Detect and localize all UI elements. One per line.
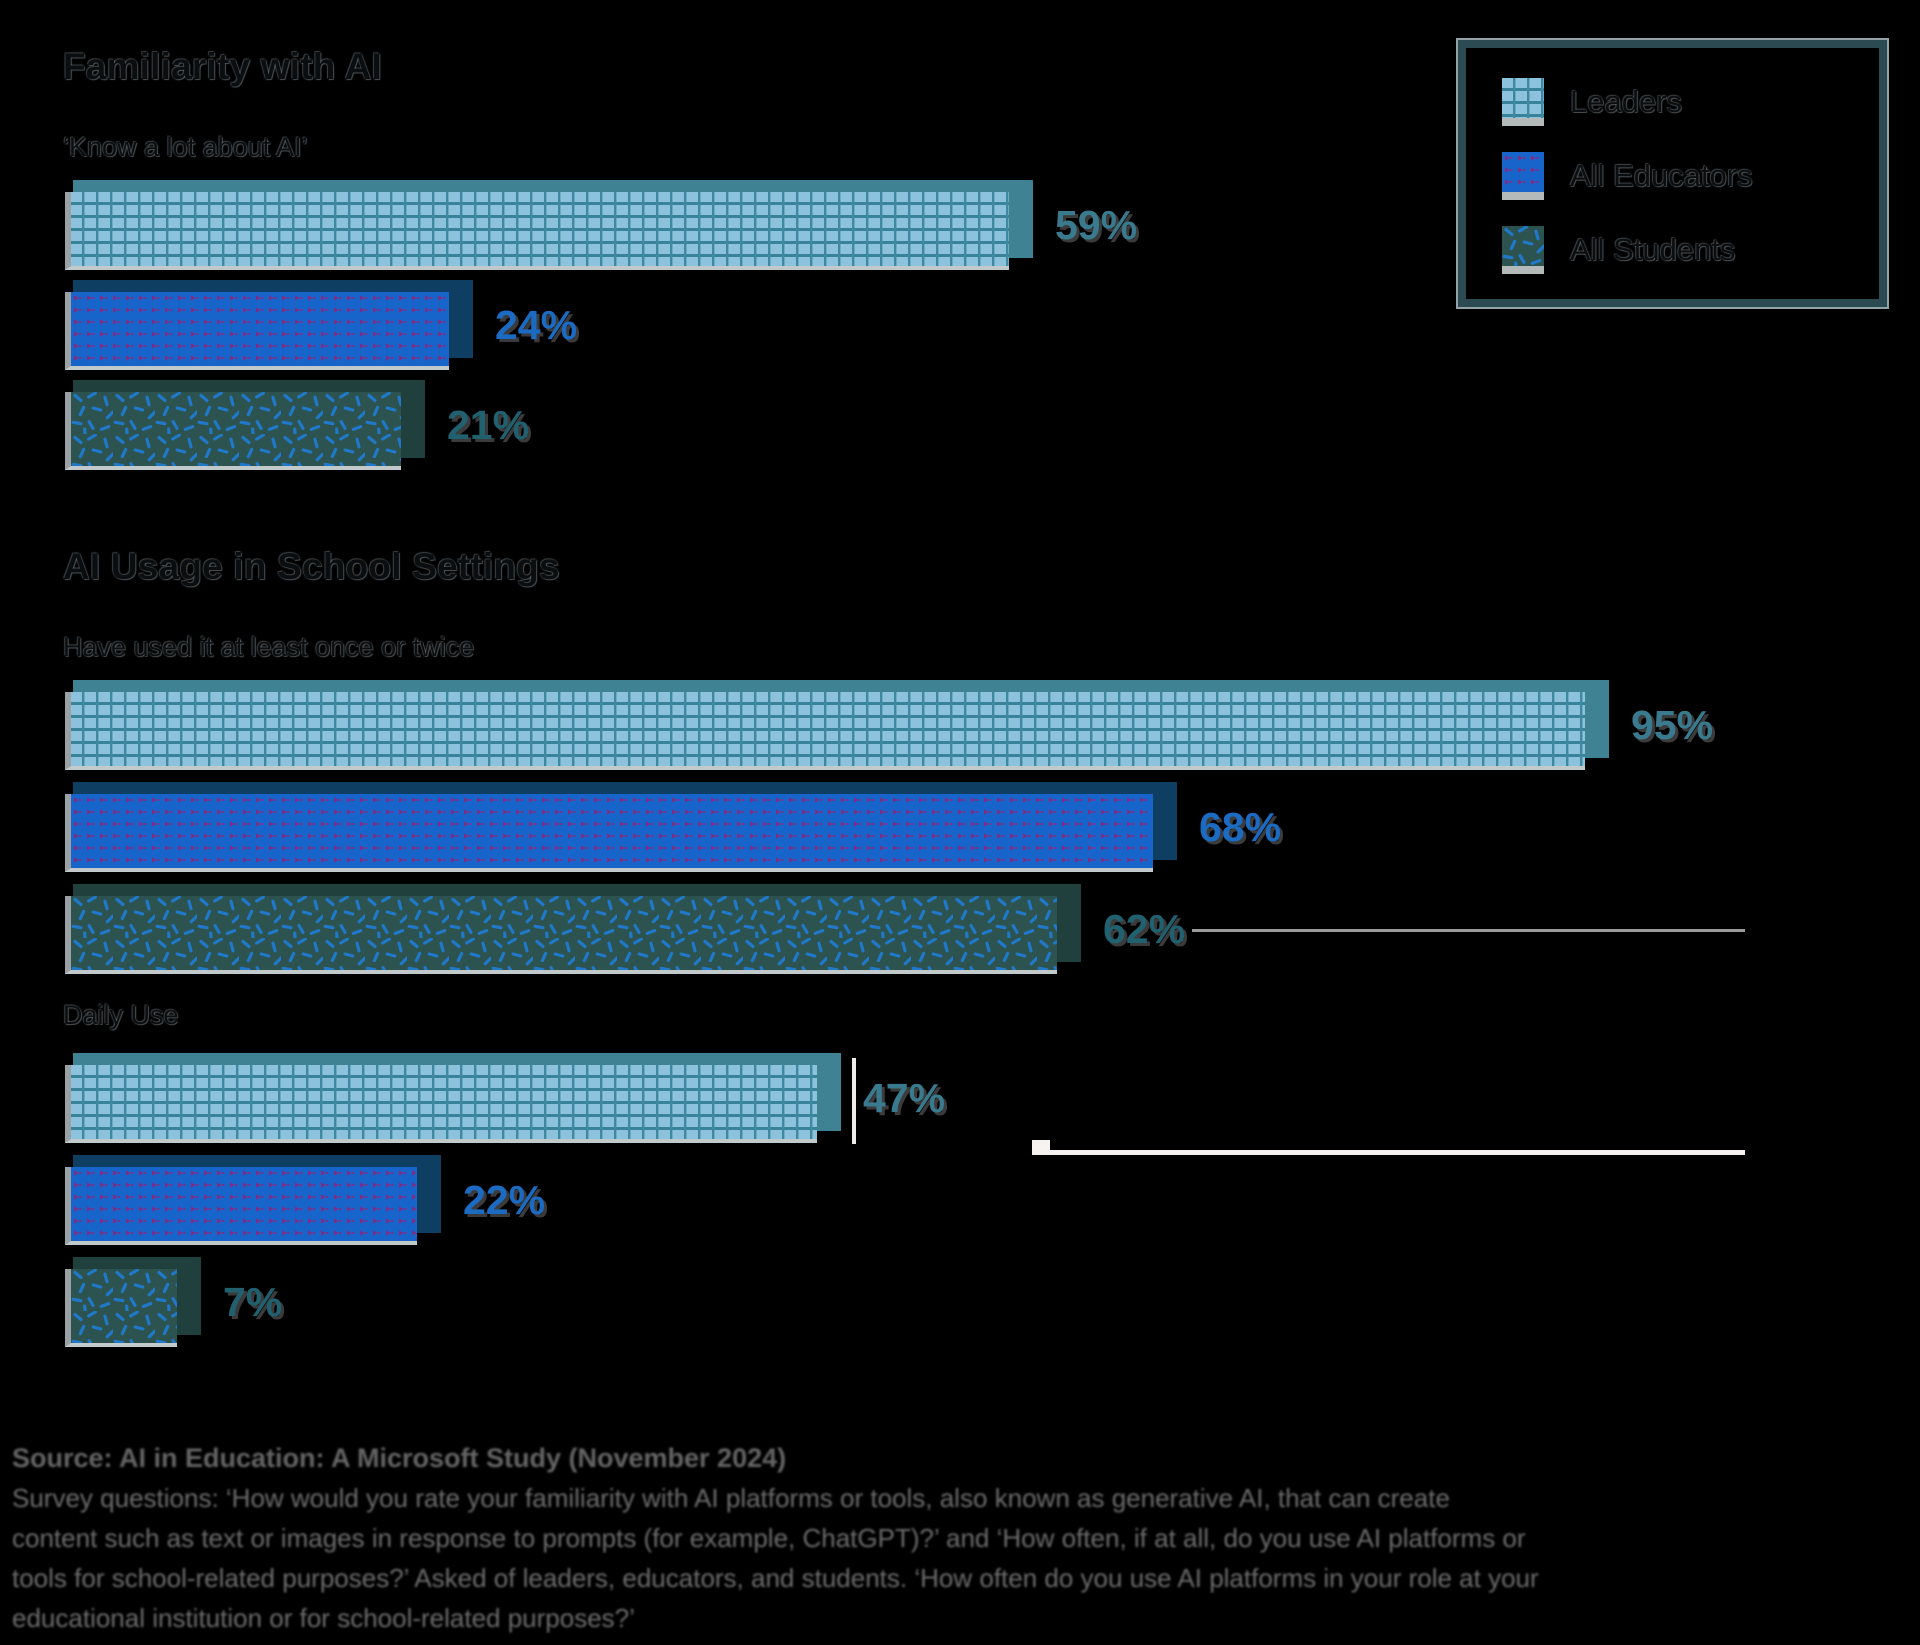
bar-fill-educators [65,794,1153,872]
bar-fill-leaders [65,192,1009,270]
section-title-familiarity: Familiarity with AI [63,46,383,87]
footer-note: Source: AI in Education: A Microsoft Stu… [12,1438,1612,1638]
bar-fill-educators [65,1167,417,1245]
callout-line-62 [1192,929,1745,932]
bar-row-daily-leaders: 47% [65,1053,945,1143]
legend-item-educators: All Educators [1502,152,1879,200]
legend-swatch-students-icon [1502,226,1544,274]
bar-once-educators [65,782,1177,872]
section-title-usage: AI Usage in School Settings [63,546,560,587]
bar-fill-students [65,1269,177,1347]
value-label: 7% [223,1278,283,1325]
bar-row-once-educators: 68% [65,782,1281,872]
legend-item-leaders: Leaders [1502,78,1879,126]
callout-tick-47 [852,1058,856,1144]
note-line: educational institution or for school-re… [12,1603,635,1633]
source-line: Source: AI in Education: A Microsoft Stu… [12,1443,787,1473]
legend-label: Leaders [1570,84,1683,119]
bar-row-daily-educators: 22% [65,1155,545,1245]
legend-label: All Students [1570,232,1736,267]
value-label: 95% [1631,701,1714,748]
legend-item-students: All Students [1502,226,1879,274]
legend-swatch-leaders-icon [1502,78,1544,126]
value-label: 68% [1199,803,1282,850]
callout-line-47 [1032,1150,1745,1155]
bar-row-familiarity-leaders: 59% [65,180,1137,270]
bar-daily-educators [65,1155,441,1245]
value-label: 47% [863,1074,946,1121]
legend: Leaders All Educators All Students [1456,38,1889,309]
note-line: Survey questions: ‘How would you rate yo… [12,1483,1450,1513]
value-label: 59% [1055,201,1138,248]
bar-fill-leaders [65,1065,817,1143]
value-label: 22% [463,1176,546,1223]
section-subtitle-once-or-twice: Have used it at least once or twice [63,632,475,662]
bar-familiarity-educators [65,280,473,370]
bar-fill-leaders [65,692,1585,770]
bar-familiarity-leaders [65,180,1033,270]
callout-notch-47 [1032,1140,1050,1151]
bar-daily-students [65,1257,201,1347]
value-label: 21% [447,401,530,448]
bar-fill-students [65,392,401,470]
bar-row-familiarity-students: 21% [65,380,529,470]
note-line: tools for school-related purposes?’ Aske… [12,1563,1539,1593]
legend-swatch-educators-icon [1502,152,1544,200]
bar-once-students [65,884,1081,974]
bar-row-daily-students: 7% [65,1257,282,1347]
legend-label: All Educators [1570,158,1753,193]
bar-daily-leaders [65,1053,841,1143]
bar-row-once-students: 62% [65,884,1185,974]
bar-once-leaders [65,680,1609,770]
section-subtitle-know-a-lot: ‘Know a lot about AI’ [63,132,308,162]
value-label: 62% [1103,905,1186,952]
bar-row-once-leaders: 95% [65,680,1713,770]
bar-fill-educators [65,292,449,370]
section-subtitle-daily-use: Daily Use [63,1000,179,1030]
value-label: 24% [495,301,578,348]
bar-familiarity-students [65,380,425,470]
bar-fill-students [65,896,1057,974]
note-line: content such as text or images in respon… [12,1523,1526,1553]
bar-row-familiarity-educators: 24% [65,280,577,370]
